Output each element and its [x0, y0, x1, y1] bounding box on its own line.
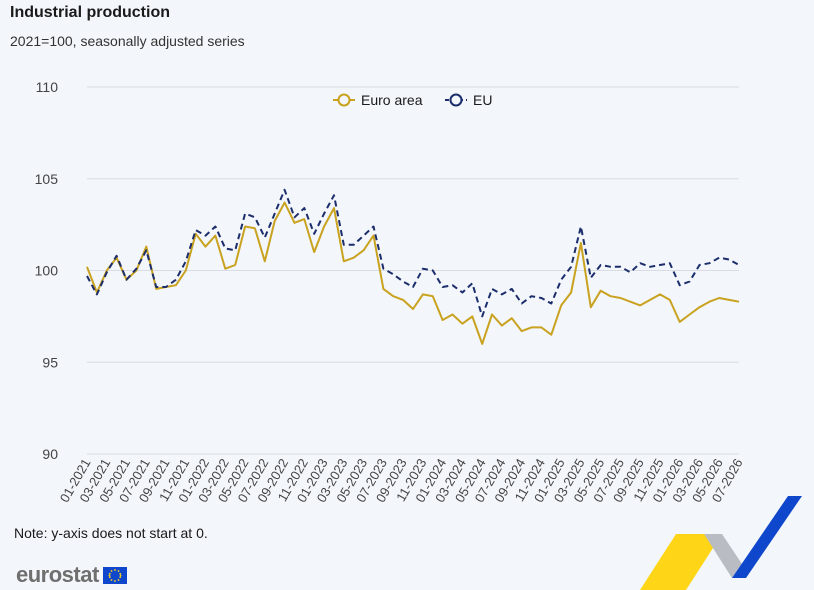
footnote: Note: y-axis does not start at 0. — [14, 525, 208, 541]
y-tick-label: 95 — [42, 354, 58, 370]
decorative-ribbon-graphic — [640, 496, 802, 590]
chart-title: Industrial production — [10, 4, 170, 21]
legend-item-euro-area: Euro area — [333, 92, 423, 108]
chart-subtitle: 2021=100, seasonally adjusted series — [10, 33, 245, 49]
line-chart: 909510010511001-202103-202105-202107-202… — [35, 79, 746, 505]
legend-label: EU — [473, 92, 492, 108]
series-line-eu — [86, 188, 740, 318]
logo-text: eurostat — [16, 562, 99, 587]
legend-marker-icon — [337, 93, 351, 107]
eu-flag-icon — [102, 566, 127, 584]
y-tick-label: 110 — [36, 79, 59, 95]
legend-label: Euro area — [361, 92, 423, 108]
y-tick-label: 105 — [35, 171, 59, 187]
legend-item-eu: EU — [445, 92, 492, 108]
eurostat-logo: eurostat — [16, 562, 127, 588]
y-tick-label: 90 — [42, 446, 58, 462]
series-line-euro-area — [86, 201, 740, 345]
legend-marker-icon — [449, 93, 463, 107]
y-tick-label: 100 — [35, 263, 59, 279]
